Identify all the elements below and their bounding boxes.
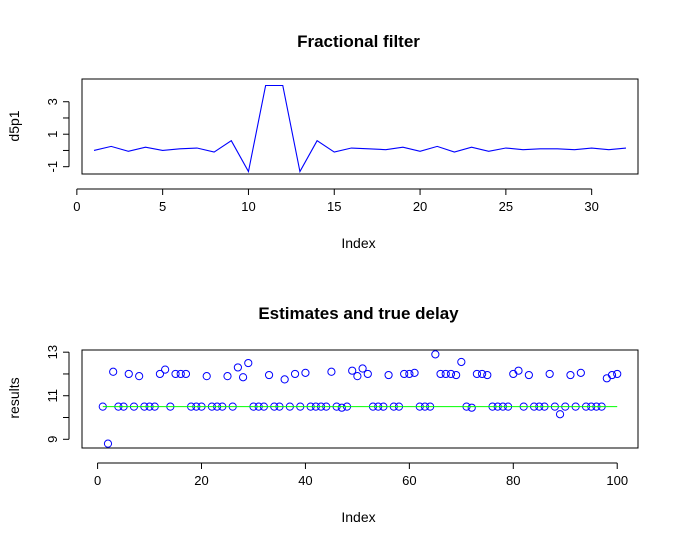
data-point bbox=[555, 410, 565, 419]
data-point bbox=[327, 367, 336, 376]
data-point bbox=[384, 370, 393, 380]
chart-title-2: Estimates and true delay bbox=[258, 304, 459, 323]
data-point bbox=[452, 370, 461, 380]
y-tick-label: 1 bbox=[45, 131, 60, 138]
data-point bbox=[400, 369, 409, 379]
y-axis-label-1: d5p1 bbox=[6, 110, 22, 141]
data-point bbox=[457, 357, 466, 367]
data-point bbox=[524, 370, 533, 380]
data-point bbox=[290, 369, 300, 379]
data-point bbox=[176, 369, 185, 379]
x-axis-label-1: Index bbox=[341, 235, 375, 251]
y-tick-label: 3 bbox=[45, 98, 60, 105]
y-axis-2: 9 11 13 bbox=[45, 345, 70, 443]
x-tick-label: 0 bbox=[94, 473, 101, 488]
plot-frame-1 bbox=[81, 78, 639, 175]
data-point bbox=[472, 369, 482, 379]
data-point bbox=[238, 373, 248, 382]
data-point bbox=[607, 370, 617, 380]
data-point bbox=[576, 368, 585, 377]
data-point bbox=[514, 366, 523, 375]
data-layer-1 bbox=[93, 84, 627, 174]
data-point bbox=[301, 368, 310, 377]
data-point bbox=[509, 369, 518, 379]
y-tick-label: -1 bbox=[45, 161, 60, 173]
data-point bbox=[483, 370, 492, 380]
data-point bbox=[478, 369, 487, 379]
data-point bbox=[353, 372, 362, 381]
x-tick-label: 10 bbox=[241, 199, 255, 214]
x-tick-label: 60 bbox=[402, 473, 416, 488]
y-tick-label: 9 bbox=[45, 436, 60, 443]
data-point bbox=[280, 375, 289, 384]
data-point bbox=[337, 403, 346, 412]
data-point bbox=[135, 372, 144, 381]
y-axis-label-2: results bbox=[6, 377, 22, 418]
x-axis-2: 0 20 40 60 80 100 bbox=[94, 462, 628, 488]
data-point bbox=[613, 369, 622, 379]
x-tick-label: 5 bbox=[159, 199, 166, 214]
x-tick-label: 25 bbox=[499, 199, 513, 214]
data-point bbox=[363, 369, 372, 379]
data-point bbox=[441, 369, 450, 379]
chart-title-1: Fractional filter bbox=[297, 32, 420, 51]
data-point bbox=[155, 369, 165, 379]
data-point bbox=[431, 350, 440, 359]
data-point bbox=[405, 369, 414, 379]
x-tick-label: 0 bbox=[73, 199, 80, 214]
data-point bbox=[103, 439, 113, 448]
data-point bbox=[358, 364, 367, 373]
panel-estimates: Estimates and true delay 0 20 40 60 80 100 9 1… bbox=[6, 304, 639, 525]
plot-frame-2 bbox=[81, 349, 639, 449]
data-point bbox=[446, 369, 456, 379]
panel-fractional-filter: Fractional filter 0 5 10 15 20 25 30 -1 1 3 Inde… bbox=[6, 32, 639, 251]
x-tick-label: 100 bbox=[606, 473, 628, 488]
x-tick-label: 20 bbox=[413, 199, 427, 214]
data-point bbox=[467, 403, 476, 412]
x-tick-label: 40 bbox=[298, 473, 312, 488]
x-axis-label-2: Index bbox=[341, 509, 375, 525]
data-point bbox=[410, 368, 419, 377]
data-point bbox=[436, 369, 445, 379]
data-point bbox=[264, 370, 274, 380]
data-point bbox=[124, 369, 133, 379]
data-point bbox=[348, 366, 357, 375]
data-point bbox=[109, 367, 118, 376]
data-point bbox=[181, 369, 191, 379]
x-tick-label: 20 bbox=[194, 473, 208, 488]
data-layer-2 bbox=[98, 350, 622, 448]
y-tick-label: 13 bbox=[45, 345, 60, 359]
data-point bbox=[161, 365, 170, 374]
x-tick-label: 15 bbox=[327, 199, 341, 214]
data-point bbox=[233, 363, 242, 372]
data-point bbox=[202, 372, 211, 381]
data-point bbox=[602, 374, 611, 383]
data-point bbox=[566, 370, 575, 380]
series-line bbox=[93, 84, 627, 174]
data-point bbox=[244, 358, 253, 368]
data-point bbox=[171, 369, 180, 379]
data-point bbox=[545, 369, 554, 379]
x-tick-label: 80 bbox=[506, 473, 520, 488]
y-tick-label: 11 bbox=[45, 389, 60, 403]
data-point bbox=[223, 372, 232, 381]
x-axis-1: 0 5 10 15 20 25 30 bbox=[73, 188, 599, 214]
x-tick-label: 30 bbox=[584, 199, 598, 214]
y-axis-1: -1 1 3 bbox=[45, 98, 70, 173]
